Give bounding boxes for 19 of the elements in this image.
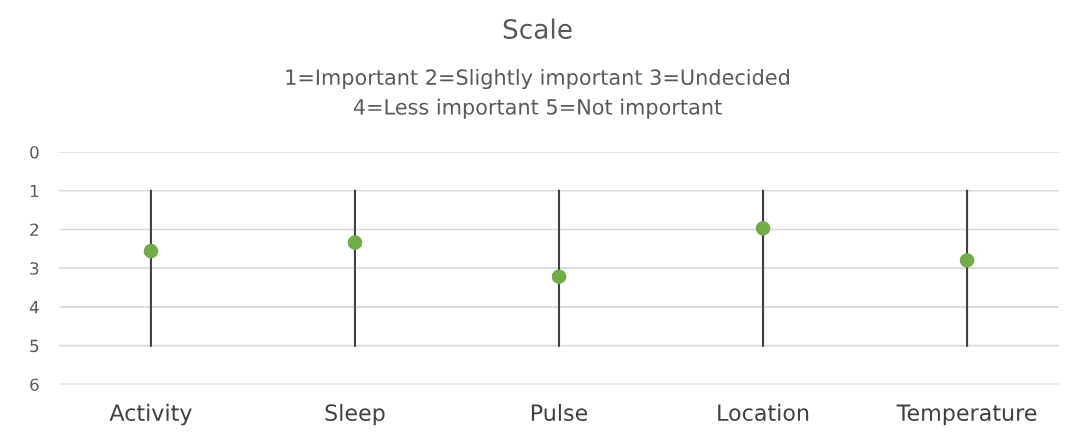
point <box>347 235 363 250</box>
x-tick-label: Temperature <box>896 404 1037 426</box>
point <box>959 253 975 268</box>
y-tick-label: 1 <box>30 184 39 198</box>
y-tick-label: 4 <box>29 301 39 314</box>
y-tick-label: 2 <box>30 223 39 236</box>
point <box>755 221 771 236</box>
point <box>143 243 159 259</box>
y-tick-label: 0 <box>30 145 39 159</box>
point <box>551 269 567 285</box>
x-tick-label: Activity <box>109 403 192 426</box>
chart-subtitle: 1=Important 2=Slightly important 3=Undecided 4=Less important 5=Not important <box>286 68 789 119</box>
x-tick-label: Sleep <box>325 403 385 426</box>
x-tick-label: Pulse <box>531 403 588 422</box>
y-tick-label: 5 <box>30 339 39 353</box>
x-tick-label: Location <box>718 403 809 422</box>
y-tick-label: 3 <box>30 262 39 275</box>
y-tick-label: 6 <box>30 378 39 391</box>
chart-title: Scale <box>503 18 572 39</box>
